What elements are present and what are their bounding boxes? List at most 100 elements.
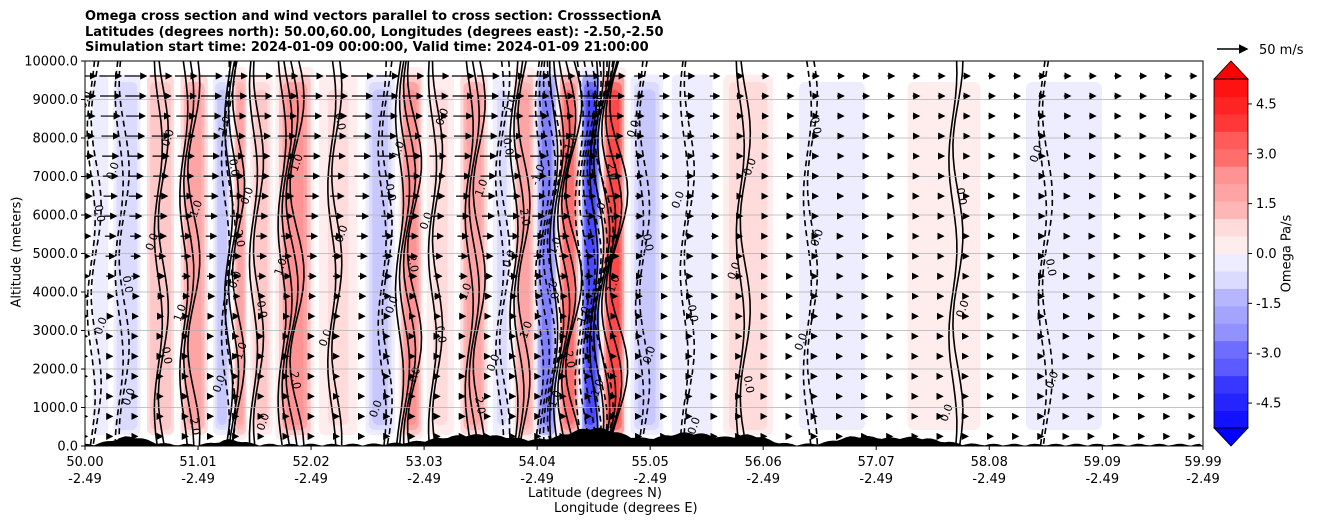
contour-label: 0.0 (159, 346, 175, 365)
colorbar-segment (1214, 340, 1248, 359)
omega-band (809, 89, 855, 425)
y-tick-label: 6000.0 (33, 209, 79, 224)
contour-line (153, 61, 164, 446)
contour-label: 0.0 (640, 344, 658, 365)
contour-line (1041, 61, 1054, 446)
contour-line (592, 61, 605, 446)
contour-label: 0.0 (1043, 369, 1061, 390)
y-axis-label: Altitude (meters) (9, 196, 25, 308)
colorbar-tick-label: 4.5 (1256, 97, 1277, 112)
x-tick-label-longitude: -2.49 (1186, 472, 1220, 487)
contour-line (231, 61, 246, 446)
x-tick-label-latitude: 55.05 (632, 455, 669, 470)
colorbar-segment (1214, 375, 1248, 394)
contour-line (406, 61, 423, 446)
colorbar-segment (1214, 166, 1248, 185)
colorbar-segment (1214, 113, 1248, 132)
x-tick-label-latitude: 57.07 (858, 455, 895, 470)
y-tick-label: 2000.0 (33, 363, 79, 378)
colorbar-segment (1214, 323, 1248, 342)
contour-label: 0.0 (316, 327, 334, 348)
contour-line (683, 61, 696, 446)
x-tick-label-latitude: 58.08 (971, 455, 1008, 470)
x-tick-label-latitude: 59.99 (1184, 455, 1221, 470)
contour-line (90, 61, 103, 446)
contour-line (223, 61, 234, 446)
contour-label: 1.0 (517, 319, 535, 340)
contour-line (564, 61, 583, 446)
x-tick-label-latitude: 54.04 (519, 455, 556, 470)
colorbar-segment (1214, 79, 1248, 97)
contour-line (326, 61, 337, 446)
contour-line (679, 61, 690, 446)
x-tick-label-longitude: -2.49 (972, 472, 1006, 487)
terrain-profile (85, 427, 1203, 446)
contour-line (590, 61, 609, 446)
contour-label: 1.0 (501, 93, 519, 114)
contour-line (227, 61, 240, 446)
y-tick-label: 4000.0 (33, 286, 79, 301)
contour-label: 2.0 (187, 417, 203, 436)
contour-label: -2.0 (545, 277, 562, 300)
x-tick-label-latitude: 56.06 (745, 455, 782, 470)
contour-label: 2.0 (288, 371, 304, 390)
y-tick-label: 0.0 (57, 440, 78, 455)
x-tick-label-latitude: 59.09 (1084, 455, 1121, 470)
y-tick-label: 5000.0 (33, 247, 79, 262)
contour-line (377, 61, 387, 446)
contour-line (952, 61, 964, 446)
y-tick-label: 10000.0 (24, 55, 78, 70)
contour-line (468, 61, 481, 446)
contour-label: 0.0 (92, 204, 108, 223)
y-tick-label: 7000.0 (33, 170, 79, 185)
contour-line (182, 61, 195, 446)
contour-label: 0.0 (238, 185, 256, 206)
colorbar-segment (1214, 270, 1248, 289)
contour-label: 0.0 (226, 158, 242, 177)
y-axis-ticks: 0.0 1000.0 2000.0 3000.0 4000.0 5000.0 6000.0 7… (24, 55, 85, 455)
x-tick-label-longitude: -2.49 (407, 472, 441, 487)
contour-line (248, 61, 259, 446)
colorbar-segment (1214, 358, 1248, 377)
x-tick-label-latitude: 52.02 (292, 455, 329, 470)
colorbar-tick-label: 1.5 (1256, 197, 1277, 212)
contour-line (285, 61, 299, 446)
contour-line (739, 61, 752, 446)
contour-label: 0.0 (1043, 258, 1059, 277)
colorbar-segment (1214, 218, 1248, 237)
colorbar-tick-label: 0.0 (1256, 247, 1277, 262)
colorbar-tick-label: 3.0 (1256, 147, 1277, 162)
contour-line (548, 61, 559, 446)
title-line-2: Latitudes (degrees north): 50.00,60.00, … (85, 24, 664, 40)
x-tick-label-latitude: 51.01 (179, 455, 216, 470)
contour-label: 2.0 (472, 396, 488, 415)
contour-label: 0.0 (417, 210, 435, 231)
contour-line (556, 61, 571, 446)
contour-label: 0.0 (741, 156, 759, 177)
colorbar-segment (1214, 410, 1248, 429)
colorbar-extend-min (1213, 427, 1249, 447)
contour-label: 0.0 (792, 331, 810, 352)
contour-line (948, 61, 958, 446)
contour-label: 0.0 (640, 233, 656, 252)
colorbar-tick-label: -4.5 (1256, 397, 1281, 412)
contour-line (802, 61, 813, 446)
contour-label: 0.0 (669, 189, 687, 210)
y-tick-label: 3000.0 (33, 324, 79, 339)
contour-label: 1.0 (588, 377, 606, 398)
contour-line (114, 61, 125, 446)
contour-line (600, 61, 617, 446)
colorbar-segment (1214, 236, 1248, 254)
omega-band (372, 89, 388, 425)
x-tick-label-longitude: -2.49 (68, 472, 102, 487)
colorbar-segment (1214, 148, 1248, 167)
contour-line (427, 61, 438, 446)
contour-label: 0.0 (808, 116, 824, 135)
contour-line (86, 61, 97, 446)
contour-label: 0.0 (741, 375, 757, 394)
x-tick-label-latitude: 53.03 (405, 455, 442, 470)
colorbar-segment (1214, 393, 1248, 412)
contour-line (394, 61, 405, 446)
colorbar-segment (1214, 183, 1248, 202)
contour-line (638, 61, 651, 446)
